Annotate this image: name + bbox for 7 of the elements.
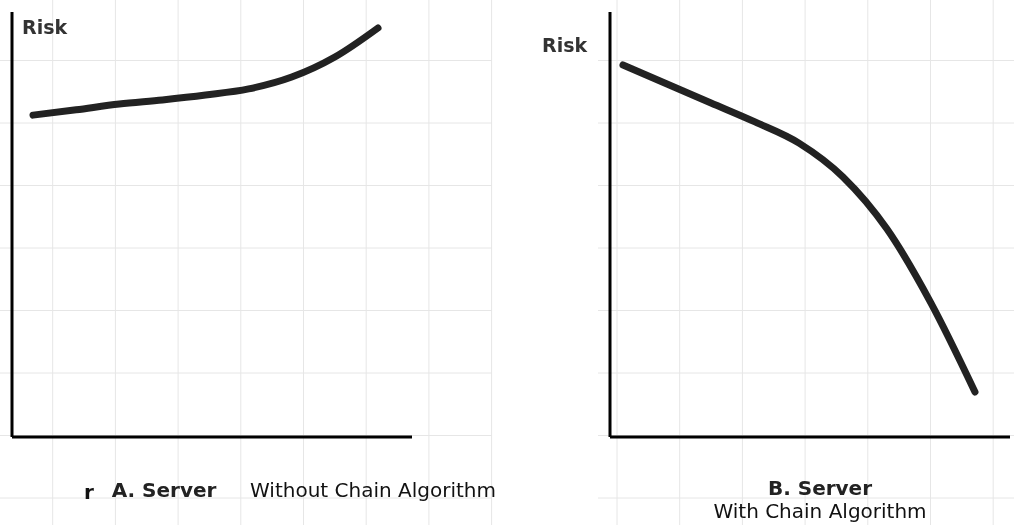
x-axis-title: B. Server	[767, 476, 873, 500]
y-axis-title: Risk	[542, 34, 588, 56]
x-axis-title: A. Server	[111, 478, 217, 502]
y-axis-title: Risk	[22, 16, 68, 38]
text: Without Chain Algorithm	[250, 478, 496, 502]
text: With Chain Algorithm	[713, 499, 927, 523]
text: r	[84, 480, 94, 504]
